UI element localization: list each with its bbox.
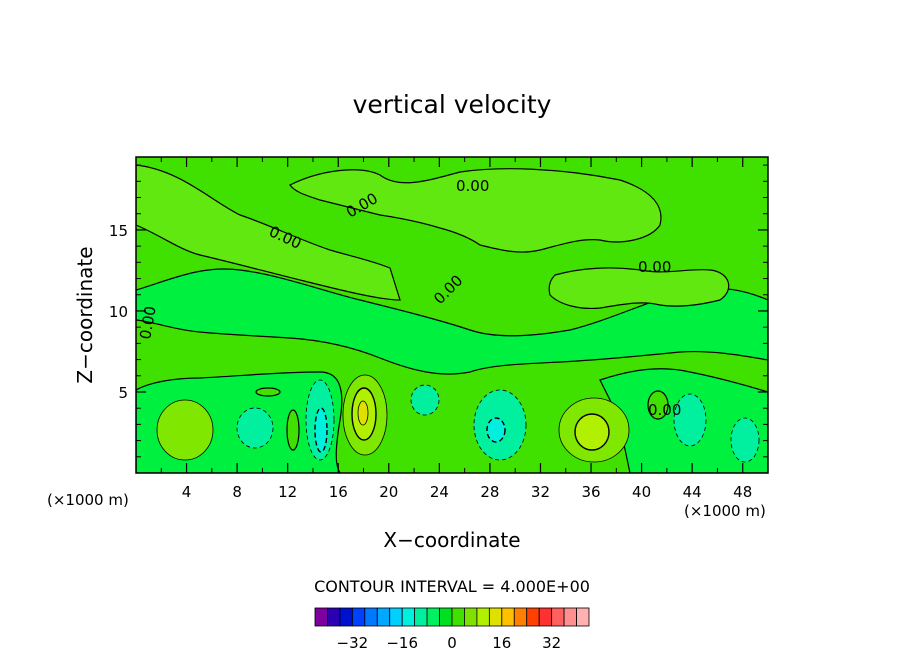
colorbar-tick-label: −32 — [337, 634, 369, 652]
colorbar-swatch — [389, 607, 403, 627]
colorbar-tick-label: 32 — [542, 634, 561, 652]
zero-contour-blob — [647, 390, 669, 420]
colorbar — [314, 607, 590, 627]
colorbar-swatch — [488, 607, 503, 627]
plot-frame — [135, 156, 769, 474]
x-axis: 4 8 12 16 20 24 28 32 36 40 44 48 — [160, 157, 752, 501]
colorbar-swatch — [464, 607, 478, 627]
x-unit-right: (×1000 m) — [684, 502, 766, 520]
contour-label: 0.00 — [638, 258, 671, 276]
colorbar-ticks: −32 −16 0 16 32 — [337, 634, 562, 652]
x-tick-label: 36 — [581, 483, 600, 501]
colorbar-swatch — [513, 607, 528, 627]
colorbar-tick-label: 16 — [492, 634, 511, 652]
y-tick-label: 5 — [118, 384, 128, 402]
x-tick-label: 4 — [182, 483, 192, 501]
x-tick-label: 8 — [232, 483, 242, 501]
x-unit-left: (×1000 m) — [47, 491, 129, 509]
colorbar-swatch — [314, 607, 328, 627]
colorbar-swatch — [501, 607, 515, 627]
downdraft-core — [314, 407, 328, 453]
contour-label: 0.00 — [136, 305, 160, 341]
colorbar-swatch — [376, 607, 391, 627]
x-tick-label: 16 — [329, 483, 348, 501]
colorbar-swatch — [451, 607, 465, 627]
colorbar-swatch — [426, 607, 440, 627]
colorbar-tick-label: 0 — [447, 634, 457, 652]
colorbar-swatch — [439, 607, 453, 627]
x-tick-label: 40 — [632, 483, 651, 501]
colorbar-swatch — [551, 607, 565, 627]
updraft-core — [574, 413, 610, 451]
zero-contour-blob — [286, 409, 300, 451]
contour-field — [136, 157, 768, 473]
contour-interval-text: CONTOUR INTERVAL = 4.000E+00 — [314, 577, 590, 596]
y-tick-label: 10 — [109, 303, 128, 321]
colorbar-swatch — [414, 607, 428, 627]
colorbar-swatch — [351, 607, 366, 627]
zero-contour-blob — [255, 387, 281, 397]
colorbar-swatch — [526, 607, 540, 627]
colorbar-swatch — [538, 607, 553, 627]
x-axis-label: X−coordinate — [383, 528, 520, 552]
x-tick-label: 20 — [379, 483, 398, 501]
colorbar-swatch — [576, 607, 590, 627]
updraft-core — [156, 399, 214, 461]
x-tick-label: 24 — [430, 483, 449, 501]
colorbar-swatch — [563, 607, 577, 627]
contour-label: 0.00 — [456, 177, 489, 195]
y-axis: 5 10 15 — [109, 164, 768, 458]
x-tick-label: 12 — [278, 483, 297, 501]
downdraft-core — [236, 407, 274, 449]
y-tick-label: 15 — [109, 222, 128, 240]
contour-label: 0.00 — [648, 401, 681, 419]
colorbar-swatch — [327, 607, 341, 627]
colorbar-swatch — [476, 607, 490, 627]
downdraft-core — [673, 393, 707, 447]
downdraft-core — [730, 417, 760, 463]
colorbar-swatch — [364, 607, 378, 627]
x-tick-label: 32 — [531, 483, 550, 501]
y-axis-label: Z−coordinate — [73, 246, 97, 383]
colorbar-tick-label: −16 — [386, 634, 418, 652]
contour-region — [136, 268, 768, 375]
x-tick-label: 28 — [480, 483, 499, 501]
colorbar-swatch — [339, 607, 353, 627]
updraft-core — [357, 400, 369, 426]
x-tick-label: 44 — [683, 483, 702, 501]
x-tick-label: 48 — [733, 483, 752, 501]
chart-title: vertical velocity — [353, 90, 552, 119]
colorbar-swatch — [401, 607, 416, 627]
downdraft-core — [486, 417, 506, 443]
contour-region — [136, 164, 401, 301]
downdraft-core — [410, 384, 440, 416]
contour-region — [548, 267, 730, 310]
contour-region — [289, 168, 662, 253]
